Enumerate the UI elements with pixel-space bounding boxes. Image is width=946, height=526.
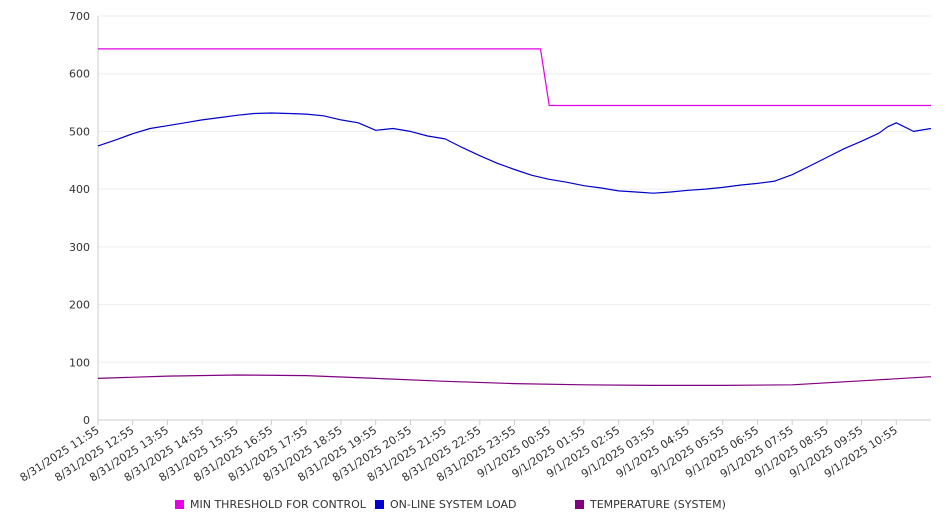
legend-label-min-threshold: MIN THRESHOLD FOR CONTROL — [190, 498, 366, 511]
legend-item-system-load[interactable]: ON-LINE SYSTEM LOAD — [375, 498, 516, 511]
y-tick-label: 400 — [69, 183, 90, 196]
series-line-system-load — [97, 112, 932, 194]
y-tick-label: 700 — [69, 10, 90, 23]
y-tick-label: 0 — [83, 414, 90, 427]
legend: MIN THRESHOLD FOR CONTROL ON-LINE SYSTEM… — [0, 498, 946, 514]
legend-swatch-temperature — [575, 500, 584, 509]
legend-swatch-min-threshold — [175, 500, 184, 509]
legend-item-min-threshold[interactable]: MIN THRESHOLD FOR CONTROL — [175, 498, 366, 511]
series-line-min-threshold — [98, 48, 931, 107]
y-tick-label: 500 — [69, 125, 90, 138]
legend-swatch-system-load — [375, 500, 384, 509]
y-tick-label: 200 — [69, 299, 90, 312]
legend-label-temperature: TEMPERATURE (SYSTEM) — [590, 498, 726, 511]
y-tick-label: 600 — [69, 68, 90, 81]
y-axis: 0 100 200 300 400 500 600 700 — [69, 10, 99, 427]
y-tick-label: 100 — [69, 356, 90, 369]
x-axis: 8/31/2025 11:558/31/2025 12:558/31/2025 … — [18, 420, 900, 484]
legend-label-system-load: ON-LINE SYSTEM LOAD — [390, 498, 517, 511]
y-tick-label: 300 — [69, 241, 90, 254]
series-line-temperature — [97, 374, 932, 386]
series-lines — [97, 48, 932, 386]
gridlines — [98, 15, 931, 421]
legend-item-temperature[interactable]: TEMPERATURE (SYSTEM) — [575, 498, 726, 511]
